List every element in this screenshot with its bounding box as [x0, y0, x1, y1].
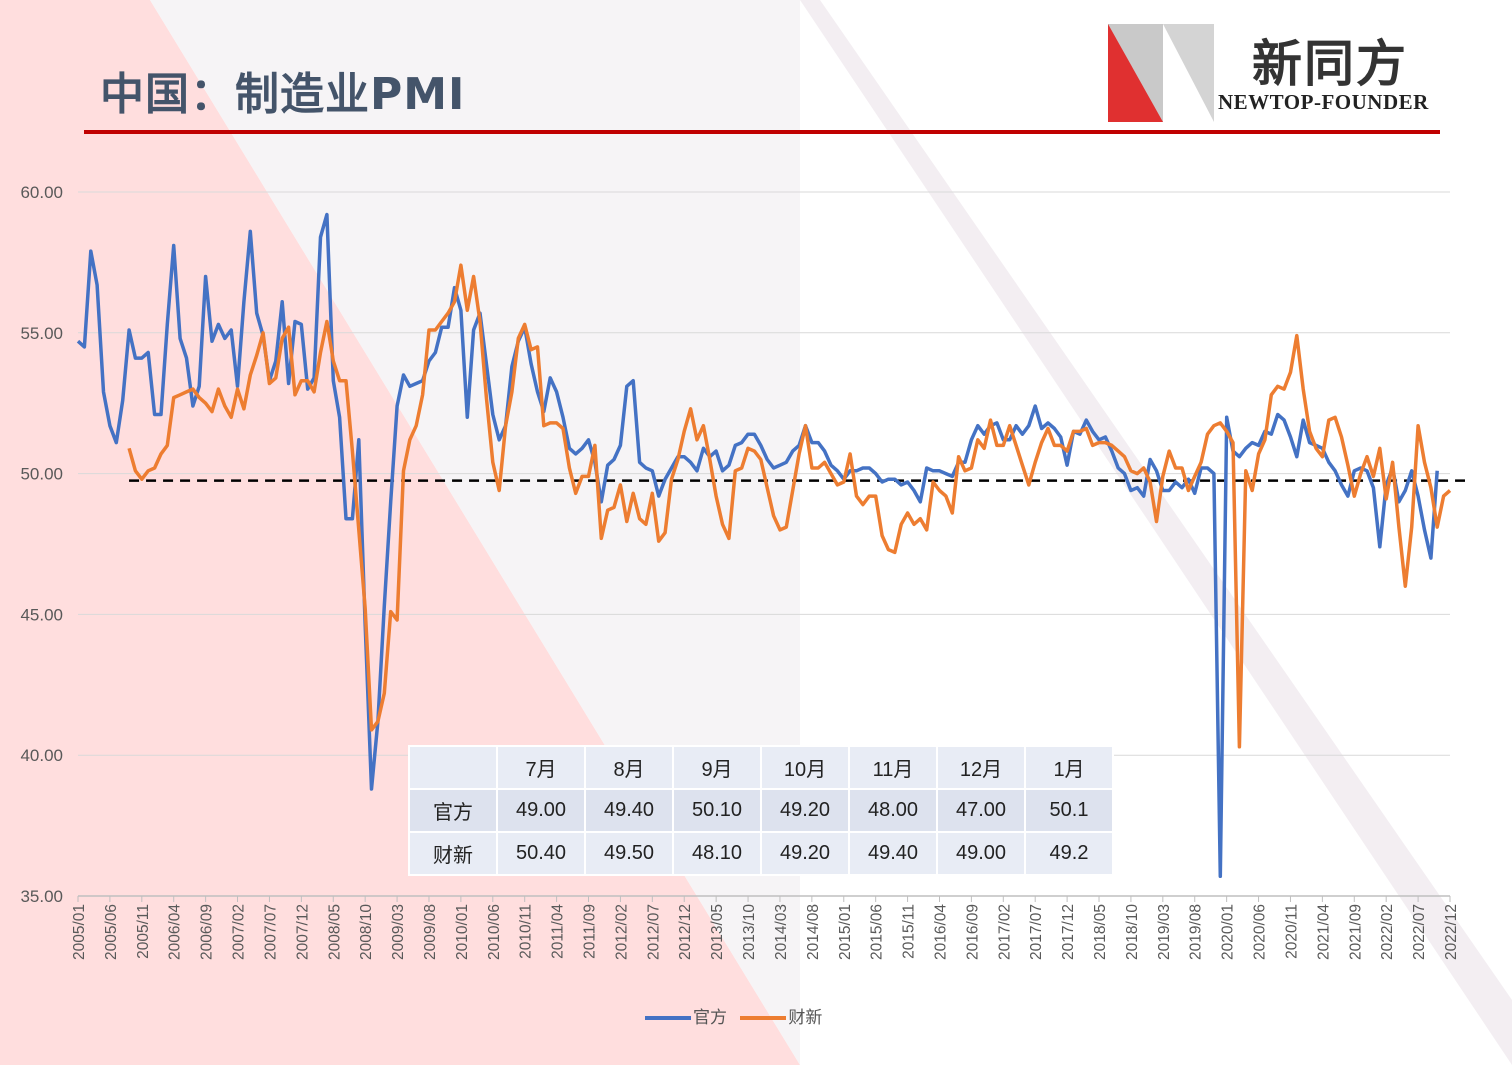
- legend-swatch-official: [645, 1016, 691, 1020]
- x-tick-label: 2019/08: [1188, 904, 1205, 960]
- table-row: 财新 50.40 49.50 48.10 49.20 49.40 49.00 4…: [408, 831, 1114, 876]
- legend-item-official: 官方: [645, 1008, 727, 1028]
- page-title: 中国：制造业PMI: [100, 69, 466, 120]
- logo-chinese-name: 新同方: [1252, 34, 1408, 93]
- table-cell: 48.00: [848, 788, 938, 833]
- x-tick-label: 2008/05: [326, 904, 343, 960]
- row-label-official: 官方: [408, 788, 498, 833]
- y-tick-label: 35.00: [20, 887, 63, 906]
- x-tick-label: 2015/11: [901, 904, 918, 959]
- x-tick-label: 2005/11: [135, 904, 152, 959]
- x-tick-label: 2011/09: [582, 904, 599, 959]
- table-column-header: 9月: [672, 745, 762, 790]
- x-tick-label: 2010/01: [454, 904, 471, 960]
- series-line-official: [76, 212, 1439, 879]
- y-axis: 35.00 40.00 45.00 50.00 55.00 60.00: [20, 183, 63, 906]
- x-tick-label: 2013/10: [741, 904, 758, 960]
- table-cell: 48.10: [672, 831, 762, 876]
- x-tick-label: 2012/02: [613, 904, 630, 960]
- x-tick-label: 2012/07: [645, 904, 662, 960]
- row-label-caixin: 财新: [408, 831, 498, 876]
- x-tick-label: 2019/03: [1156, 904, 1173, 960]
- table-column-header: 8月: [584, 745, 674, 790]
- table-column-header: 12月: [936, 745, 1026, 790]
- x-tick-label: 2007/02: [231, 904, 248, 960]
- x-tick-label: 2007/07: [262, 904, 279, 960]
- table-cell: 49.40: [848, 831, 938, 876]
- x-tick-label: 2022/02: [1379, 904, 1396, 960]
- table-cell: 50.10: [672, 788, 762, 833]
- x-tick-label: 2017/12: [1060, 904, 1077, 960]
- table-cell: 47.00: [936, 788, 1026, 833]
- y-tick-label: 55.00: [20, 324, 63, 343]
- table-header-row: 7月 8月 9月 10月 11月 12月 1月: [408, 745, 1114, 790]
- x-tick-label: 2010/06: [486, 904, 503, 960]
- x-tick-label: 2009/08: [422, 904, 439, 960]
- x-tick-label: 2018/05: [1092, 904, 1109, 960]
- table-cell: 49.40: [584, 788, 674, 833]
- x-tick-label: 2014/03: [773, 904, 790, 960]
- x-tick-label: 2008/10: [358, 904, 375, 960]
- x-tick-label: 2005/06: [103, 904, 120, 960]
- x-tick-label: 2017/02: [996, 904, 1013, 960]
- x-tick-label: 2015/06: [869, 904, 886, 960]
- table-row: 官方 49.00 49.40 50.10 49.20 48.00 47.00 5…: [408, 788, 1114, 833]
- recent-pmi-table: 7月 8月 9月 10月 11月 12月 1月 官方 49.00 49.40 5…: [408, 745, 1114, 876]
- x-tick-label: 2021/09: [1347, 904, 1364, 960]
- x-tick-label: 2012/12: [677, 904, 694, 960]
- table-cell: 49.20: [760, 831, 850, 876]
- table-column-header: 10月: [760, 745, 850, 790]
- x-axis: 2005/01 2005/06 2005/11 2006/04 2006/09 2007/…: [71, 896, 1460, 960]
- x-tick-label: 2016/09: [964, 904, 981, 960]
- series-line-caixin: [127, 263, 1452, 749]
- y-tick-label: 50.00: [20, 465, 63, 484]
- x-tick-label: 2005/01: [71, 904, 88, 960]
- x-tick-label: 2013/05: [709, 904, 726, 960]
- x-tick-label: 2022/12: [1443, 904, 1460, 960]
- legend-swatch-caixin: [740, 1016, 787, 1020]
- x-tick-label: 2014/08: [805, 904, 822, 960]
- x-tick-label: 2020/01: [1220, 904, 1237, 960]
- x-tick-label: 2015/01: [837, 904, 854, 960]
- table-cell: 50.1: [1024, 788, 1114, 833]
- y-tick-label: 40.00: [20, 746, 63, 765]
- x-tick-label: 2022/07: [1411, 904, 1428, 960]
- y-tick-label: 45.00: [20, 605, 63, 624]
- x-tick-label: 2018/10: [1124, 904, 1141, 960]
- x-tick-label: 2006/09: [199, 904, 216, 960]
- logo-english-name: NEWTOP-FOUNDER: [1218, 90, 1429, 114]
- legend-label-caixin: 财新: [788, 1008, 823, 1028]
- table-cell: 49.00: [496, 788, 586, 833]
- chart-legend: 官方 财新: [645, 1003, 830, 1028]
- x-tick-label: 2016/04: [932, 904, 949, 960]
- newtop-logo: [1108, 24, 1214, 122]
- table-cell: 49.2: [1024, 831, 1114, 876]
- x-tick-label: 2021/04: [1315, 904, 1332, 960]
- y-tick-label: 60.00: [20, 183, 63, 202]
- table-column-header: 1月: [1024, 745, 1114, 790]
- legend-item-caixin: 财新: [740, 1008, 822, 1028]
- title-underline: [84, 130, 1440, 134]
- x-tick-label: 2007/12: [294, 904, 311, 960]
- table-cell: 49.50: [584, 831, 674, 876]
- x-tick-label: 2009/03: [390, 904, 407, 960]
- x-tick-label: 2020/06: [1252, 904, 1269, 960]
- x-tick-label: 2020/11: [1283, 904, 1300, 959]
- table-column-header: 7月: [496, 745, 586, 790]
- x-tick-label: 2006/04: [167, 904, 184, 960]
- legend-label-official: 官方: [693, 1008, 727, 1028]
- table-corner-cell: [408, 745, 498, 790]
- x-tick-label: 2010/11: [518, 904, 535, 959]
- table-cell: 50.40: [496, 831, 586, 876]
- table-cell: 49.00: [936, 831, 1026, 876]
- table-column-header: 11月: [848, 745, 938, 790]
- table-cell: 49.20: [760, 788, 850, 833]
- x-tick-label: 2011/04: [550, 904, 567, 959]
- x-tick-label: 2017/07: [1028, 904, 1045, 960]
